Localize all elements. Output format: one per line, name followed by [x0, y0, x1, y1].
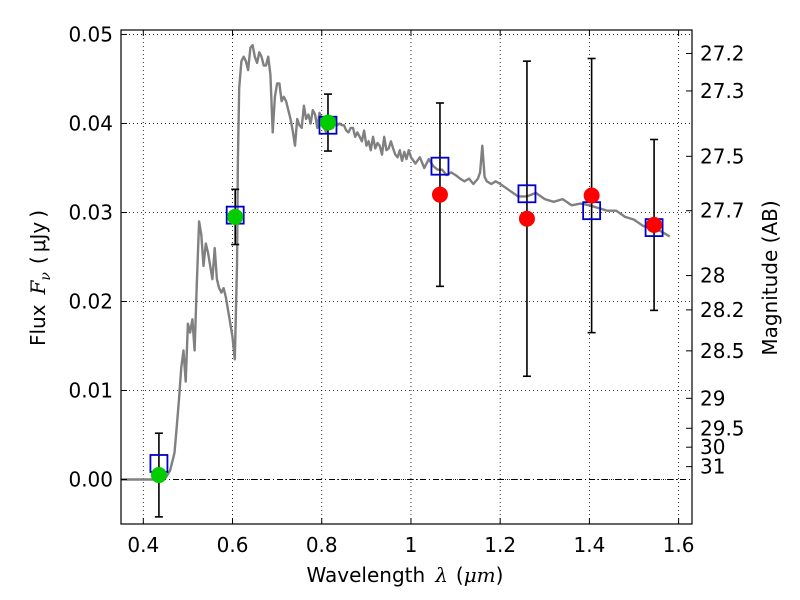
non-detection-point — [646, 216, 663, 233]
y2-tick-label: 27.3 — [700, 79, 745, 103]
y2-tick-label: 30 — [700, 435, 725, 459]
x-axis-label: Wavelength λ (μm) — [307, 563, 504, 587]
x-tick-label: 1 — [405, 533, 418, 557]
x-axis: 0.4 0.6 0.8 1 1.2 1.4 1.6 — [127, 30, 695, 557]
y-tick-label: 0.00 — [68, 467, 113, 491]
x-tick-label: 0.8 — [306, 533, 338, 557]
model-sed-series — [121, 43, 671, 481]
y2-tick-label: 29.5 — [700, 416, 745, 440]
y2-tick-label: 29 — [700, 386, 725, 410]
y-tick-label: 0.01 — [68, 378, 113, 402]
model-photometry-series — [149, 115, 664, 473]
y-tick-label: 0.03 — [68, 200, 113, 224]
y2-tick-label: 28.2 — [700, 298, 745, 322]
grid — [121, 30, 692, 524]
y2-tick-label: 27.7 — [700, 199, 745, 223]
non-detection-point — [518, 210, 535, 227]
non-detection-point — [431, 186, 448, 203]
non-detection-point — [583, 187, 600, 204]
error-bars — [154, 57, 659, 518]
y2-axis-label: Magnitude (AB) — [758, 200, 782, 355]
model-photometry-square — [517, 184, 537, 204]
y2-tick-label: 28 — [700, 264, 725, 288]
non-detection-series — [431, 186, 663, 233]
y-axis-label: FluxFν(μJy) — [26, 210, 54, 346]
detection-point — [227, 208, 244, 225]
detection-series — [150, 114, 336, 484]
x-tick-label: 1.2 — [484, 533, 516, 557]
detection-point — [150, 467, 167, 484]
y-tick-label: 0.05 — [68, 22, 113, 46]
x-tick-label: 0.6 — [217, 533, 249, 557]
plot-border — [120, 29, 693, 525]
x-tick-label: 1.6 — [663, 533, 695, 557]
y2-tick-label: 28.5 — [700, 339, 745, 363]
x-tick-label: 1.4 — [573, 533, 605, 557]
y2-tick-label: 27.2 — [700, 41, 745, 65]
model-sed-line — [121, 43, 671, 481]
model-photometry-square — [430, 156, 450, 176]
y2-tick-label: 27.5 — [700, 144, 745, 168]
y-tick-label: 0.04 — [68, 111, 113, 135]
y-axis: 0.00 0.01 0.02 0.03 0.04 0.05 — [68, 22, 127, 491]
y-tick-label: 0.02 — [68, 289, 113, 313]
plot-frame — [120, 29, 693, 525]
x-tick-label: 0.4 — [127, 533, 159, 557]
y2-tick-label: 31 — [700, 455, 725, 479]
detection-point — [319, 114, 336, 131]
